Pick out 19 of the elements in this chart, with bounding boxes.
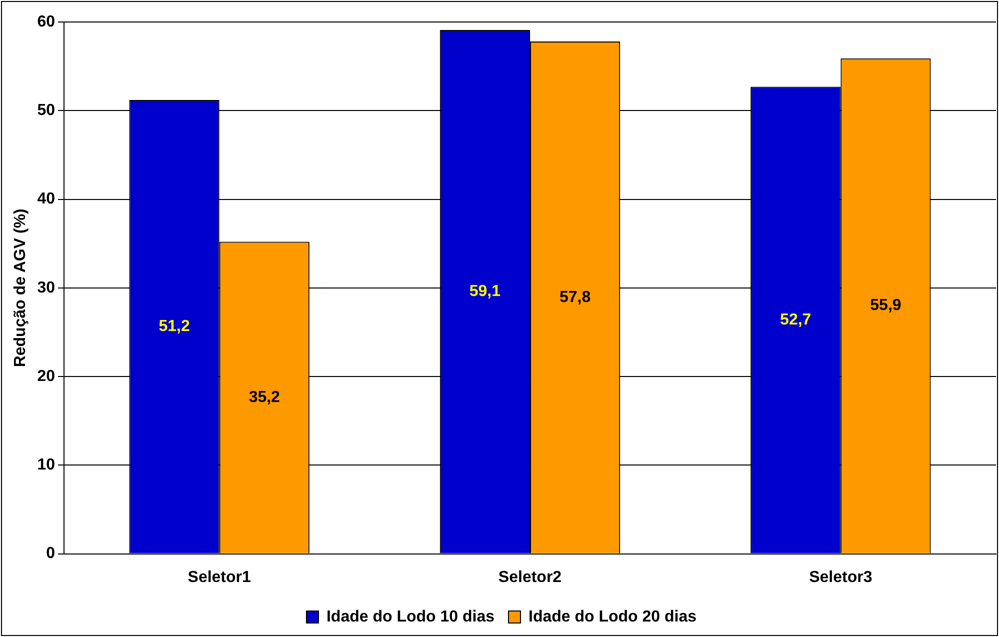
data-label: 51,2 bbox=[158, 318, 190, 336]
data-label: 59,1 bbox=[469, 283, 501, 300]
y-tick-label: 20 bbox=[37, 368, 56, 385]
y-axis-title: Redução de AGV (%) bbox=[12, 208, 30, 368]
data-label: 52,7 bbox=[780, 311, 812, 328]
y-tick-label: 40 bbox=[37, 190, 56, 208]
y-tick-label: 10 bbox=[37, 456, 56, 474]
x-tick-label: Seletor1 bbox=[188, 568, 252, 586]
y-tick-label: 50 bbox=[37, 102, 56, 120]
legend-label: Idade do Lodo 10 dias bbox=[326, 608, 495, 626]
x-tick-label: Seletor2 bbox=[498, 568, 562, 586]
x-tick-label: Seletor3 bbox=[809, 568, 872, 586]
data-label: 55,9 bbox=[870, 297, 902, 314]
legend-label: Idade do Lodo 20 dias bbox=[528, 608, 697, 626]
y-tick-label: 0 bbox=[46, 545, 56, 562]
data-label: 35,2 bbox=[248, 388, 280, 406]
y-tick-label: 30 bbox=[37, 279, 56, 296]
y-tick-label: 60 bbox=[37, 13, 56, 30]
data-label: 57,8 bbox=[559, 288, 591, 306]
